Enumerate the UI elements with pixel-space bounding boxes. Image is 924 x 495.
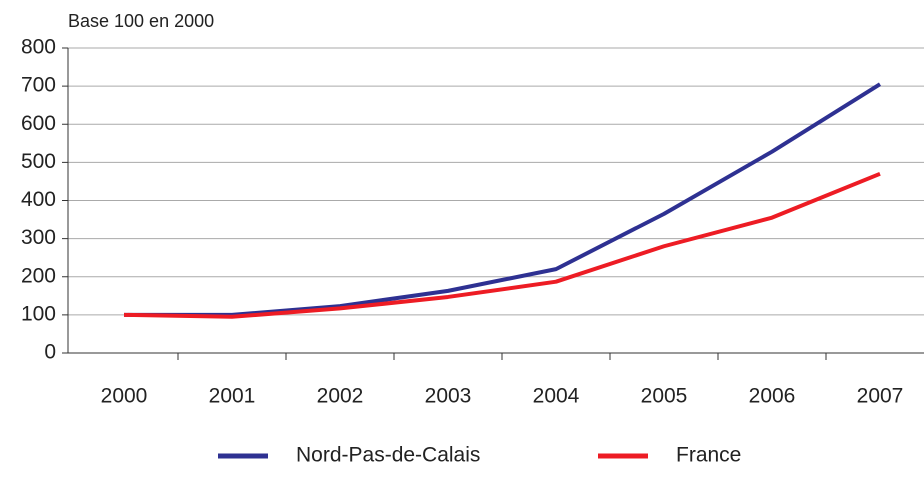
x-tick-label: 2006 bbox=[749, 385, 796, 408]
series-line bbox=[124, 82, 882, 317]
y-tick-label: 300 bbox=[21, 226, 56, 249]
x-tick-label: 2000 bbox=[101, 385, 148, 408]
legend-label: France bbox=[676, 444, 741, 467]
y-tick-label: 500 bbox=[21, 150, 56, 173]
x-tick-label: 2007 bbox=[857, 385, 904, 408]
y-tick-label: 200 bbox=[21, 264, 56, 287]
x-tick-label: 2003 bbox=[425, 385, 472, 408]
series-line bbox=[123, 171, 881, 319]
y-tick-label: 600 bbox=[21, 112, 56, 135]
y-tick-label: 700 bbox=[21, 74, 56, 97]
y-tick-label: 0 bbox=[44, 341, 56, 364]
x-tick-label: 2005 bbox=[641, 385, 688, 408]
y-tick-label: 800 bbox=[21, 36, 56, 59]
x-tick-label: 2004 bbox=[533, 385, 580, 408]
x-tick-label: 2002 bbox=[317, 385, 364, 408]
legend-label: Nord-Pas-de-Calais bbox=[296, 444, 480, 467]
y-tick-label: 100 bbox=[21, 302, 56, 325]
y-tick-label: 400 bbox=[21, 188, 56, 211]
y-axis-label: Base 100 en 2000 bbox=[68, 11, 214, 31]
x-tick-label: 2001 bbox=[209, 385, 256, 408]
